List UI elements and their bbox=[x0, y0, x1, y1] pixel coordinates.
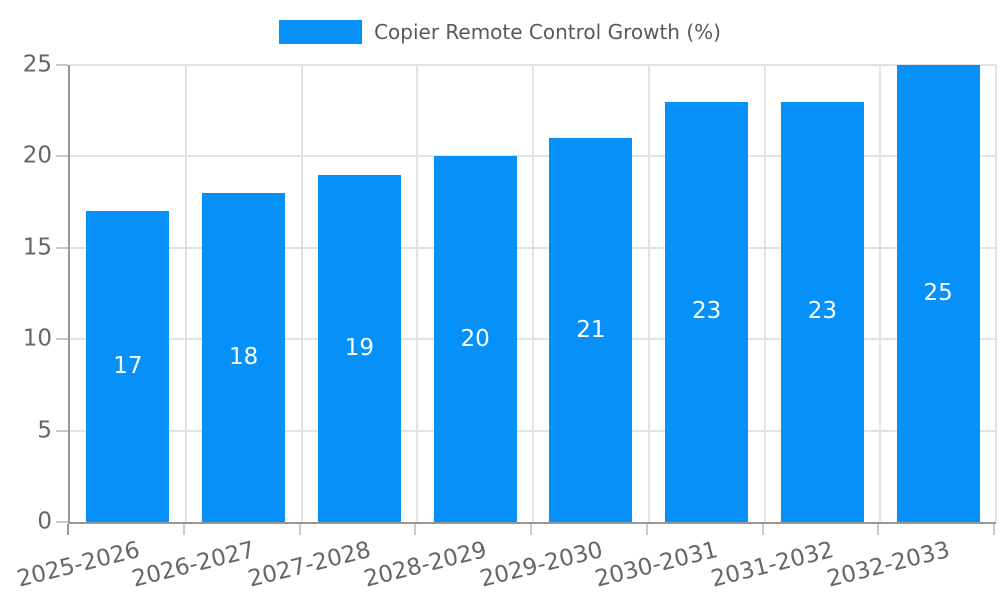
x-axis-labels: 2025-2026 2026-2027 2027-2028 2028-2029 2029… bbox=[14, 522, 994, 600]
x-axis-ticks bbox=[67, 524, 995, 536]
bar: 23 bbox=[665, 101, 749, 522]
bar-value-label: 20 bbox=[460, 325, 490, 352]
x-axis-tick bbox=[414, 524, 417, 535]
x-axis-tick bbox=[761, 524, 764, 535]
bar-value-label: 23 bbox=[691, 298, 722, 325]
y-axis-tick bbox=[56, 155, 68, 158]
bar: 23 bbox=[780, 101, 864, 522]
vertical-gridline bbox=[647, 65, 650, 522]
y-tick-label: 5 bbox=[37, 417, 52, 444]
legend-label: Copier Remote Control Growth (%) bbox=[374, 20, 721, 44]
x-axis-tick bbox=[645, 524, 648, 535]
y-tick-label: 20 bbox=[22, 142, 52, 169]
vertical-gridline bbox=[995, 65, 997, 522]
x-axis-tick bbox=[298, 524, 301, 535]
bar-value-label: 23 bbox=[807, 298, 838, 325]
y-axis-tick bbox=[56, 64, 68, 66]
x-axis-tick bbox=[877, 524, 880, 535]
vertical-gridline bbox=[300, 65, 303, 522]
vertical-gridline bbox=[532, 65, 534, 522]
y-axis-tick bbox=[56, 521, 68, 523]
x-axis-tick bbox=[993, 524, 995, 535]
bar-value-label: 21 bbox=[576, 316, 606, 343]
y-tick-label: 0 bbox=[37, 508, 52, 535]
vertical-gridline bbox=[184, 65, 187, 522]
bar: 17 bbox=[86, 211, 170, 522]
vertical-gridline bbox=[416, 65, 419, 522]
x-tick-label: 2031-2032 bbox=[708, 537, 837, 593]
x-axis-tick bbox=[67, 524, 69, 535]
bar-value-label: 25 bbox=[923, 280, 953, 306]
x-tick-label: 2029-2030 bbox=[476, 537, 605, 593]
x-tick-label: 2025-2026 bbox=[13, 537, 142, 593]
x-tick-label: 2030-2031 bbox=[592, 537, 721, 593]
y-axis-labels: 0 5 10 15 20 25 bbox=[0, 53, 52, 533]
bar: 25 bbox=[896, 65, 980, 522]
x-axis-tick bbox=[530, 524, 532, 535]
bar: 18 bbox=[202, 192, 286, 522]
y-tick-label: 25 bbox=[22, 51, 52, 78]
bar-value-label: 19 bbox=[344, 334, 375, 361]
bar-value-label: 18 bbox=[228, 343, 259, 370]
bar: 19 bbox=[317, 174, 401, 522]
y-tick-label: 15 bbox=[22, 234, 52, 261]
vertical-gridline bbox=[879, 65, 882, 522]
bar: 20 bbox=[433, 156, 517, 522]
legend: Copier Remote Control Growth (%) bbox=[0, 20, 1000, 44]
x-tick-label: 2032-2033 bbox=[824, 537, 953, 593]
x-axis-tick bbox=[182, 524, 185, 535]
bar-value-label: 17 bbox=[113, 353, 143, 380]
y-axis-tick bbox=[56, 429, 68, 432]
legend-item[interactable]: Copier Remote Control Growth (%) bbox=[279, 20, 721, 44]
legend-swatch-icon bbox=[279, 20, 363, 44]
bar: 21 bbox=[549, 138, 633, 522]
y-axis-tick bbox=[56, 246, 68, 249]
x-tick-label: 2026-2027 bbox=[129, 537, 258, 593]
x-tick-label: 2028-2029 bbox=[361, 537, 490, 593]
y-tick-label: 10 bbox=[22, 325, 52, 352]
x-tick-label: 2027-2028 bbox=[245, 537, 374, 593]
y-axis-tick bbox=[56, 338, 68, 341]
vertical-gridline bbox=[763, 65, 766, 522]
y-axis-ticks bbox=[56, 64, 68, 523]
plot-area: 17 18 19 20 21 23 23 25 bbox=[68, 64, 997, 524]
